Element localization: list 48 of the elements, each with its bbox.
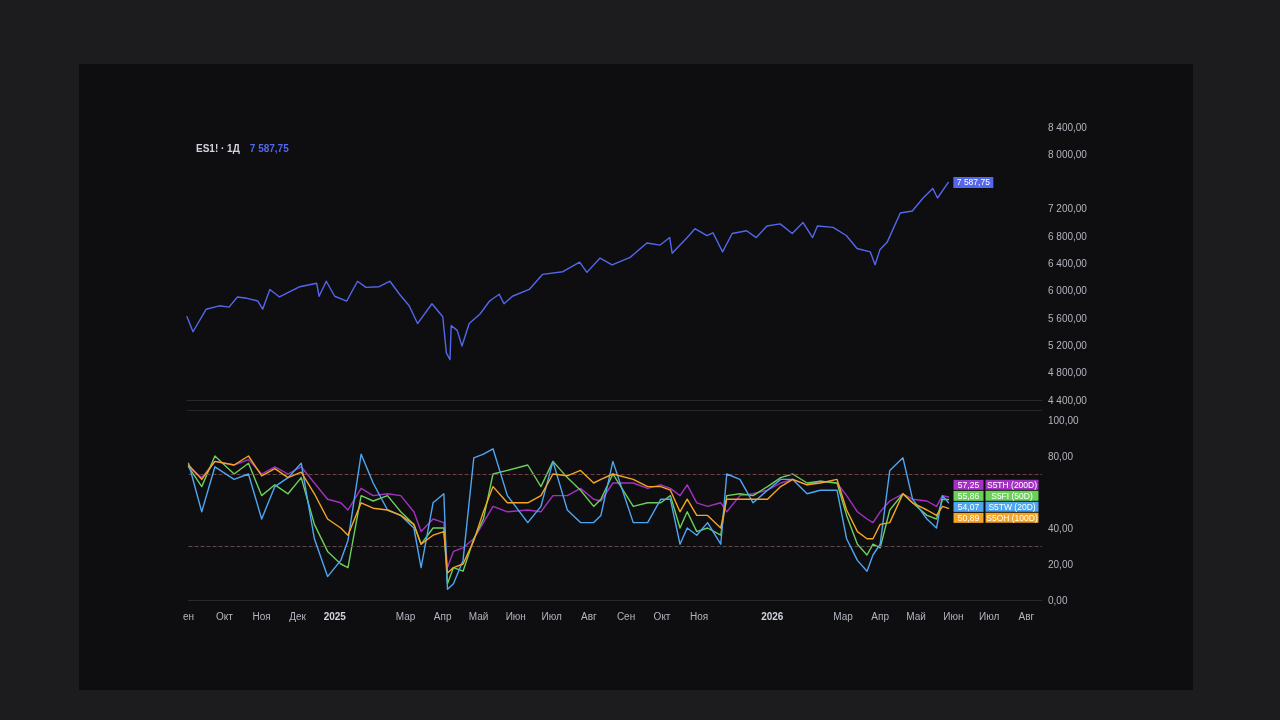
- y-tick-label: 0,00: [1048, 594, 1068, 606]
- legend-label: S5TW (20D): [988, 501, 1036, 512]
- data-label: 55,86: [957, 490, 980, 501]
- x-tick-label: Сен: [616, 610, 636, 622]
- data-label: 57,25: [957, 479, 980, 490]
- x-tick-label: Июл: [541, 610, 563, 622]
- x-tick-label: Мар: [395, 610, 416, 622]
- x-tick-label: Авг: [1018, 610, 1035, 622]
- x-tick-label: Май: [468, 610, 489, 622]
- x-tick-label: Мар: [833, 610, 854, 622]
- y-tick-label: 80,00: [1048, 450, 1074, 462]
- x-tick-label: Апр: [433, 610, 452, 622]
- y-tick-label: 6 400,00: [1048, 258, 1088, 269]
- data-label: 50,89: [957, 512, 980, 523]
- y-tick-label: 40,00: [1048, 522, 1074, 534]
- y-tick-label: 5 200,00: [1048, 339, 1088, 351]
- x-tick-label: Апр: [871, 610, 890, 622]
- x-tick-label: Авг: [581, 610, 598, 622]
- y-tick-label: 20,00: [1048, 558, 1074, 570]
- y-tick-label: 4 800,00: [1048, 367, 1088, 379]
- y-tick-label: 4 400,00: [1048, 394, 1088, 406]
- legend-label: S5OH (100D): [986, 512, 1038, 523]
- x-tick-label: 2025: [323, 610, 347, 622]
- text: 7 587,75: [249, 142, 289, 154]
- y-tick-label: 8 400,00: [1048, 121, 1088, 133]
- x-tick-label: ен: [183, 610, 195, 622]
- text: ES1! · 1Д: [196, 142, 240, 154]
- data-label: 54,07: [957, 501, 980, 512]
- x-tick-label: Июл: [979, 610, 1000, 622]
- x-tick-label: Ноя: [690, 610, 709, 622]
- x-tick-label: Ноя: [252, 610, 271, 622]
- x-tick-label: Окт: [653, 610, 671, 622]
- x-tick-label: 2026: [761, 610, 784, 622]
- data-label: 7 587,75: [956, 177, 991, 188]
- x-tick-label: Июн: [505, 610, 526, 622]
- x-tick-label: Окт: [216, 610, 234, 622]
- x-tick-label: Дек: [289, 610, 307, 622]
- x-tick-label: Июн: [943, 610, 964, 622]
- y-tick-label: 6 800,00: [1048, 230, 1088, 242]
- y-tick-label: 5 600,00: [1048, 312, 1088, 324]
- legend-label: S5FI (50D): [991, 490, 1033, 501]
- y-tick-label: 100,00: [1048, 414, 1080, 426]
- legend-label: S5TH (200D): [986, 479, 1038, 490]
- y-tick-label: 6 000,00: [1048, 285, 1088, 297]
- y-tick-label: 8 000,00: [1048, 148, 1088, 160]
- x-tick-label: Май: [906, 610, 926, 622]
- line-series: [186, 181, 950, 361]
- y-tick-label: 7 200,00: [1048, 203, 1088, 215]
